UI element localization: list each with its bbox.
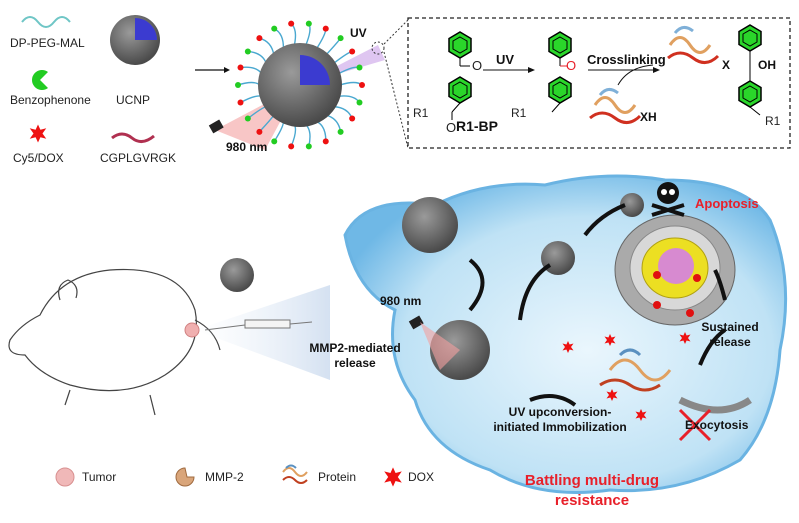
green-pacman-icon [32,70,48,90]
uv-label: UV [350,26,367,40]
benzophenone-dot [235,82,241,88]
benzophenone-dot [305,143,312,150]
legend-peptide: CGPLGVRGK [100,151,177,165]
dox-dot [322,138,329,145]
peptide-squiggle-icon [111,132,155,143]
tumor-icon [55,467,75,487]
oh-label: OH [758,58,776,72]
sustained-line2: release [709,335,751,349]
dox-dot [237,99,244,106]
crosslinking-label: Crosslinking [587,52,666,67]
reaction-box [407,17,791,149]
legend-dp-peg-mal: DP-PEG-MAL [10,36,85,50]
peg-strand [333,105,353,119]
benzophenone-dot [337,128,344,135]
radical-oxygen: O [566,58,577,73]
benzophenone-dot [305,20,312,27]
mouse-illustration [8,268,221,416]
protein-legend-icon [282,464,308,484]
reactant-label: R1-BP [456,118,499,134]
dox-star-icon [384,467,402,487]
benzophenone-dot [356,64,363,71]
dox-dot [288,20,295,27]
x-label: X [722,58,731,72]
peg-strand [305,23,311,46]
peg-strand [237,81,261,86]
dox-dot [322,25,329,32]
mmp2-release-line2: release [334,356,376,370]
title-line1: Battling multi-drug [524,472,660,489]
immobilization-line2: initiated Immobilization [493,420,627,434]
peg-strand [339,81,363,86]
peg-strand [316,28,327,49]
dox-dot [349,48,356,55]
nucleus [614,214,736,326]
dox-dot [256,128,263,135]
nanoparticle-injected [220,258,254,292]
protein-icon [589,26,720,124]
oxygen-label: O [472,58,483,73]
dox-dot [256,35,263,42]
oxygen-label: O [446,120,457,135]
exocytosis-arrow [678,396,752,414]
peg-strand [259,37,275,55]
sustained-line1: Sustained [701,320,759,334]
peg-strand [316,120,327,142]
legend-cy5-dox: Cy5/DOX [13,151,64,165]
xh-label: XH [640,110,657,124]
legend-dox: DOX [408,470,435,484]
wave-icon [21,16,71,28]
syringe [204,319,313,331]
peg-strand [247,50,268,64]
dox-dot [359,82,365,88]
r1-label: R1 [765,114,781,128]
r1-label: R1 [413,106,429,120]
dox-dot [349,115,356,122]
cell-laser-label: 980 nm [380,294,422,308]
peg-strand [290,23,297,46]
skull-icon [651,182,685,217]
benzophenone-dot [244,48,251,55]
apoptosis-label: Apoptosis [695,196,759,211]
exocytosis-label: Exocytosis [685,418,749,432]
peg-strand [325,114,342,132]
peg-strand [305,124,311,147]
r1-label: R1 [511,106,527,120]
immobilization-line1: UV upconversion- [508,405,612,419]
title-line2: resistance [554,492,630,509]
peg-strand [325,37,342,56]
legend-protein: Protein [318,470,357,484]
peg-strand [338,95,361,103]
benzophenone-dot [271,25,278,32]
sphere-icon [110,15,160,65]
benzophenone-dot [244,115,251,122]
nanoparticle-large [208,20,385,150]
peg-strand [290,124,297,147]
benzophenone-dot [271,138,278,145]
dox-dot [288,143,295,150]
peg-strand [240,95,262,104]
dox-dot [237,64,244,71]
peg-strand [273,27,285,49]
benzophenone-dot [337,35,344,42]
uv-step-label: UV [496,52,515,67]
legend-tumor: Tumor [82,470,117,484]
benzophenone-dot [356,99,363,106]
legend-benzophenone: Benzophenone [10,93,91,107]
mmp2-icon [175,467,195,487]
peg-strand [240,66,263,75]
laser-label: 980 nm [226,140,268,154]
legend-mmp2: MMP-2 [205,470,244,484]
legend-ucnp: UCNP [116,93,151,107]
red-star-icon [29,124,47,143]
mmp2-release-line1: MMP2-mediated [309,341,401,355]
